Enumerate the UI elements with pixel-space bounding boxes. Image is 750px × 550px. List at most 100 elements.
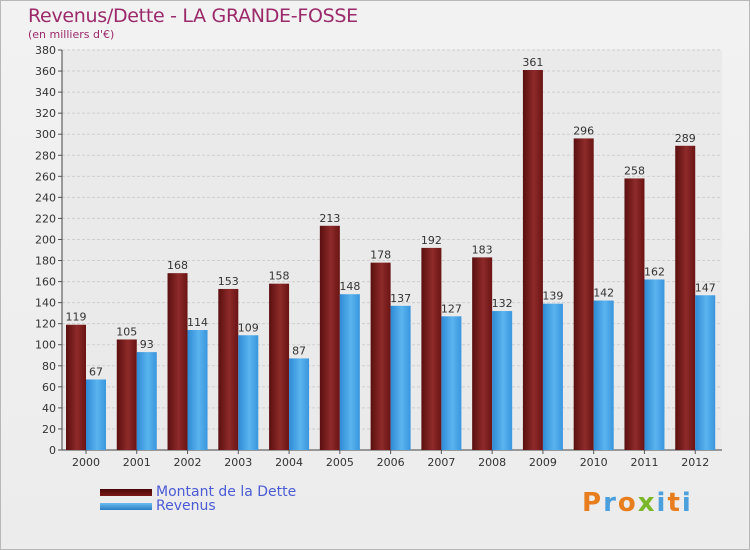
data-label: 168 — [167, 259, 188, 272]
chart-subtitle: (en milliers d'€) — [28, 28, 115, 41]
data-label: 132 — [492, 297, 513, 310]
bar-dette — [66, 324, 86, 450]
data-label: 67 — [89, 365, 103, 378]
bar-revenus — [187, 330, 208, 450]
logo-letter: P — [582, 488, 604, 518]
y-tick-label: 20 — [42, 423, 56, 436]
logo-letter: x — [637, 488, 657, 518]
bar-dette — [573, 138, 594, 450]
bar-revenus — [289, 358, 310, 450]
bar-dette — [472, 257, 493, 450]
bar-revenus — [339, 294, 360, 450]
data-label: 142 — [593, 287, 614, 300]
bar-dette — [522, 70, 543, 450]
data-label: 105 — [116, 325, 137, 338]
data-label: 162 — [644, 265, 665, 278]
legend-label-revenus: Revenus — [156, 498, 216, 514]
x-tick-label: 2012 — [681, 456, 709, 469]
x-tick-label: 2001 — [123, 456, 151, 469]
data-label: 289 — [675, 132, 696, 145]
x-tick-label: 2010 — [580, 456, 608, 469]
proxiti-logo: Proxiti — [582, 488, 693, 518]
x-tick-label: 2002 — [174, 456, 202, 469]
y-tick-label: 240 — [35, 191, 56, 204]
data-label: 139 — [542, 290, 563, 303]
y-tick-label: 260 — [35, 170, 56, 183]
logo-letter: r — [603, 488, 618, 518]
bar-revenus — [136, 352, 157, 450]
x-tick-label: 2011 — [630, 456, 658, 469]
y-tick-label: 120 — [35, 318, 56, 331]
data-label: 158 — [269, 270, 290, 283]
data-label: 153 — [218, 275, 239, 288]
data-label: 137 — [390, 292, 411, 305]
y-tick-label: 280 — [35, 149, 56, 162]
logo-letter: i — [656, 488, 668, 518]
x-tick-label: 2005 — [326, 456, 354, 469]
bar-revenus — [441, 316, 462, 450]
bar-revenus — [492, 311, 513, 450]
data-label: 93 — [140, 338, 154, 351]
x-tick-label: 2003 — [224, 456, 252, 469]
legend-label-dette: Montant de la Dette — [156, 484, 297, 500]
bar-dette — [269, 283, 290, 450]
bar-revenus — [695, 295, 716, 450]
logo-letter: o — [617, 488, 638, 518]
y-tick-label: 320 — [35, 107, 56, 120]
y-tick-label: 380 — [35, 44, 56, 57]
data-label: 361 — [522, 56, 543, 69]
y-tick-label: 220 — [35, 212, 56, 225]
bar-revenus — [238, 335, 259, 450]
data-label: 114 — [187, 316, 208, 329]
data-label: 119 — [66, 311, 87, 324]
bar-revenus — [86, 379, 106, 450]
legend-swatch-revenus — [100, 503, 152, 510]
bar-revenus — [390, 305, 411, 450]
chart-title: Revenus/Dette - LA GRANDE-FOSSE — [28, 5, 358, 27]
y-tick-label: 0 — [49, 444, 56, 457]
data-label: 183 — [472, 243, 493, 256]
y-tick-label: 300 — [35, 128, 56, 141]
y-tick-label: 40 — [42, 402, 56, 415]
data-label: 192 — [421, 234, 442, 247]
logo-letter: t — [667, 488, 682, 518]
x-tick-label: 2000 — [72, 456, 100, 469]
x-tick-label: 2007 — [427, 456, 455, 469]
logo-letter: i — [681, 488, 693, 518]
bar-revenus — [593, 300, 614, 450]
y-tick-label: 200 — [35, 233, 56, 246]
x-tick-label: 2008 — [478, 456, 506, 469]
bar-dette — [675, 145, 696, 450]
data-label: 147 — [695, 281, 716, 294]
data-label: 127 — [441, 302, 462, 315]
bar-dette — [116, 339, 137, 450]
data-label: 148 — [339, 280, 360, 293]
x-tick-label: 2009 — [529, 456, 557, 469]
bar-dette — [218, 288, 239, 450]
data-label: 296 — [573, 124, 594, 137]
y-tick-label: 80 — [42, 360, 56, 373]
y-tick-label: 140 — [35, 297, 56, 310]
data-label: 213 — [319, 212, 340, 225]
bar-dette — [624, 178, 645, 450]
y-tick-label: 340 — [35, 86, 56, 99]
y-tick-label: 100 — [35, 339, 56, 352]
bar-dette — [319, 225, 340, 450]
y-tick-label: 60 — [42, 381, 56, 394]
x-tick-label: 2004 — [275, 456, 303, 469]
data-label: 178 — [370, 249, 391, 262]
bar-dette — [370, 262, 391, 450]
data-label: 87 — [292, 344, 306, 357]
bar-revenus — [542, 303, 563, 450]
data-label: 109 — [238, 321, 259, 334]
data-label: 258 — [624, 164, 645, 177]
y-tick-label: 180 — [35, 255, 56, 268]
bar-revenus — [644, 279, 665, 450]
legend-swatch-dette — [100, 489, 152, 496]
x-tick-label: 2006 — [377, 456, 405, 469]
bar-dette — [421, 247, 442, 450]
y-tick-label: 160 — [35, 276, 56, 289]
bar-dette — [167, 273, 188, 450]
y-tick-label: 360 — [35, 65, 56, 78]
